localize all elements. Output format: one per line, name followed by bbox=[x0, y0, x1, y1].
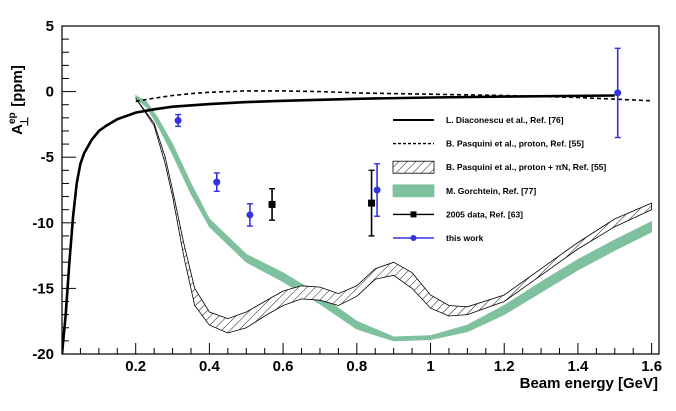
series-band-3 bbox=[135, 94, 652, 342]
x-axis-label: Beam energy [GeV] bbox=[520, 375, 658, 392]
x-tick-label: 1.2 bbox=[494, 358, 515, 375]
data-point-5-3 bbox=[373, 186, 381, 194]
svg-text:Aep⊥[ppm]: Aep⊥ [ppm] bbox=[7, 65, 31, 135]
legend: L. Diaconescu et al., Ref. [76] B. Pasqui… bbox=[392, 115, 606, 243]
x-tick-label: 0.4 bbox=[199, 358, 221, 375]
y-tick-label: -20 bbox=[32, 346, 54, 363]
legend-item: L. Diaconescu et al., Ref. [76] bbox=[393, 115, 564, 125]
y-axis-label-unit: [ppm] bbox=[9, 65, 26, 107]
plot-area bbox=[62, 47, 652, 354]
legend-label: this work bbox=[446, 233, 484, 243]
y-axis-label-sub: ⊥ bbox=[19, 117, 31, 127]
plot-frame bbox=[61, 25, 660, 355]
legend-item: this work bbox=[393, 233, 484, 243]
data-point-5-0 bbox=[174, 116, 182, 124]
series-band-2 bbox=[135, 97, 652, 334]
y-axis-label: Aep⊥ [ppm] bbox=[7, 65, 31, 135]
x-tick-label: 1.4 bbox=[567, 358, 589, 375]
data-point-4-0 bbox=[268, 200, 276, 208]
y-axis-label-sup: ep bbox=[7, 112, 18, 124]
legend-item: B. Pasquini et al., proton + πN, Ref. [5… bbox=[392, 160, 606, 174]
legend-swatch bbox=[392, 160, 435, 174]
y-tick-label: -5 bbox=[41, 149, 54, 166]
y-tick-label: 0 bbox=[46, 84, 54, 101]
x-tick-label: 1 bbox=[426, 358, 434, 375]
legend-label: L. Diaconescu et al., Ref. [76] bbox=[446, 115, 564, 125]
series-line-0 bbox=[62, 94, 615, 354]
data-point-5-4 bbox=[614, 89, 622, 97]
legend-item: 2005 data, Ref. [63] bbox=[393, 209, 523, 219]
legend-label: B. Pasquini et al., proton, Ref. [55] bbox=[446, 139, 584, 149]
y-tick-label: -15 bbox=[32, 280, 54, 297]
legend-label: 2005 data, Ref. [63] bbox=[446, 209, 523, 219]
x-tick-label: 1.6 bbox=[641, 358, 662, 375]
legend-item: M. Gorchtein, Ref. [77] bbox=[392, 184, 536, 198]
y-tick-label: 5 bbox=[46, 18, 54, 35]
x-tick-label: 0.6 bbox=[273, 358, 294, 375]
legend-label: B. Pasquini et al., proton + πN, Ref. [5… bbox=[446, 162, 606, 172]
legend-swatch bbox=[392, 184, 435, 198]
legend-item: B. Pasquini et al., proton, Ref. [55] bbox=[393, 139, 584, 149]
y-axis-label-base: A bbox=[9, 124, 26, 135]
data-point-5-2 bbox=[246, 211, 254, 219]
legend-marker bbox=[410, 211, 417, 218]
legend-marker bbox=[410, 235, 417, 241]
legend-label: M. Gorchtein, Ref. [77] bbox=[446, 186, 536, 196]
y-tick-label: -10 bbox=[32, 215, 54, 232]
axes: 5 0 -5 -10 -15 -20 0.2 0.4 0.6 0.8 1 1.2 1.4 1.6 bbox=[32, 18, 662, 375]
data-point-5-1 bbox=[213, 178, 221, 186]
data-point-4-1 bbox=[368, 199, 376, 207]
x-tick-label: 0.2 bbox=[125, 358, 146, 375]
x-tick-label: 0.8 bbox=[346, 358, 367, 375]
